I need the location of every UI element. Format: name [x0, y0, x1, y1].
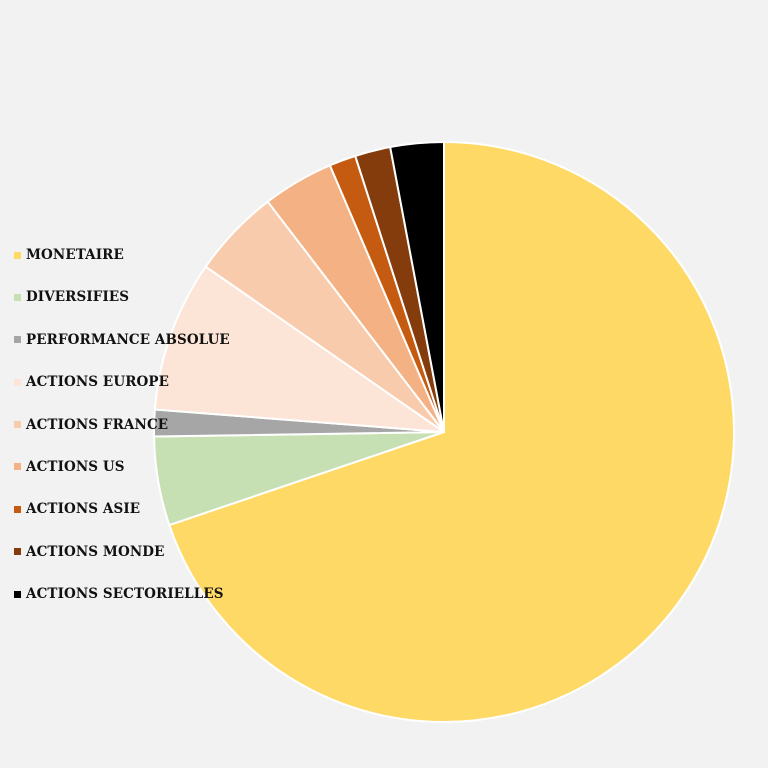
legend-label: ACTIONS EUROPE — [26, 374, 170, 391]
legend-item: MONETAIRE — [14, 245, 230, 265]
legend-swatch — [14, 463, 21, 471]
pie-slices — [153, 141, 735, 723]
legend-item: DIVERSIFIES — [14, 287, 230, 307]
legend-swatch — [14, 336, 21, 344]
legend-label: ACTIONS ASIE — [26, 501, 141, 518]
legend-item: ACTIONS ASIE — [14, 499, 230, 519]
legend-item: ACTIONS EUROPE — [14, 372, 230, 392]
pie-slice-actions-europe — [153, 265, 445, 433]
legend-swatch — [14, 421, 21, 429]
chart-legend: MONETAIRE DIVERSIFIES PERFORMANCE ABSOLUE A… — [14, 245, 230, 627]
pie-slice-actions-sectorielles — [389, 141, 445, 433]
legend-label: PERFORMANCE ABSOLUE — [26, 331, 230, 348]
legend-label: DIVERSIFIES — [26, 289, 130, 306]
legend-label: ACTIONS FRANCE — [26, 416, 169, 433]
legend-swatch — [14, 378, 21, 386]
legend-item: ACTIONS SECTORIELLES — [14, 584, 230, 604]
legend-label: ACTIONS SECTORIELLES — [26, 586, 224, 603]
legend-swatch — [14, 251, 21, 259]
legend-label: MONETAIRE — [26, 247, 124, 263]
legend-label: ACTIONS MONDE — [26, 543, 165, 560]
legend-item: ACTIONS US — [14, 457, 230, 477]
legend-item: PERFORMANCE ABSOLUE — [14, 330, 230, 350]
legend-item: ACTIONS MONDE — [14, 542, 230, 562]
legend-label: ACTIONS US — [26, 458, 125, 475]
legend-swatch — [14, 293, 21, 301]
legend-item: ACTIONS FRANCE — [14, 415, 230, 435]
legend-swatch — [14, 505, 21, 513]
pie-slice-monetaire — [168, 141, 735, 723]
legend-swatch — [14, 590, 21, 598]
legend-swatch — [14, 548, 21, 556]
